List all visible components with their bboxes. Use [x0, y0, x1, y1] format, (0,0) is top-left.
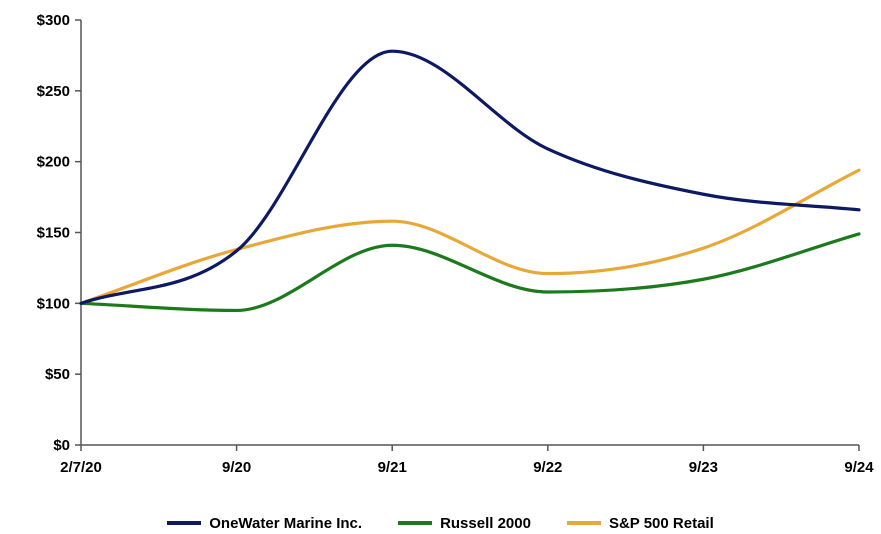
y-tick-label: $300 — [37, 12, 70, 29]
y-tick-label: $150 — [37, 225, 70, 242]
x-tick-label: 2/7/20 — [60, 459, 102, 476]
legend-swatch-onewater — [167, 521, 202, 525]
y-tick-label: $200 — [37, 154, 70, 171]
y-tick-label: $250 — [37, 83, 70, 100]
line-chart: $0 $50 $100 $150 $200 $250 $300 2/7/20 9/20 9/21 9… — [37, 12, 875, 476]
x-tick-label: 9/20 — [222, 459, 251, 476]
x-tick-label: 9/24 — [844, 459, 874, 476]
series-line-sp500-retail — [79, 168, 861, 305]
legend-label-russell: Russell 2000 — [440, 514, 531, 532]
legend-item-sp500-retail: S&P 500 Retail — [566, 514, 714, 532]
legend-item-russell: Russell 2000 — [398, 515, 531, 532]
legend-label-sp500-retail: S&P 500 Retail — [608, 514, 714, 532]
legend-label-onewater: OneWater Marine Inc. — [209, 514, 363, 532]
series-layer — [79, 49, 861, 313]
x-tick-label: 9/21 — [378, 459, 407, 476]
legend-item-onewater: OneWater Marine Inc. — [167, 515, 362, 532]
x-tick-label: 9/22 — [533, 459, 562, 476]
y-tick-label: $0 — [53, 437, 70, 454]
y-tick-label: $50 — [45, 366, 70, 383]
legend: OneWater Marine Inc. Russell 2000 S&P 50… — [0, 512, 881, 534]
legend-swatch-russell — [398, 521, 433, 525]
series-line-onewater — [79, 49, 861, 305]
legend-swatch-sp500-retail — [566, 521, 601, 525]
x-tick-label: 9/23 — [689, 459, 718, 476]
y-tick-label: $100 — [37, 295, 70, 312]
chart-axes: $0 $50 $100 $150 $200 $250 $300 2/7/20 9/20 9/21 9… — [37, 12, 875, 476]
series-line-russell — [79, 232, 861, 313]
